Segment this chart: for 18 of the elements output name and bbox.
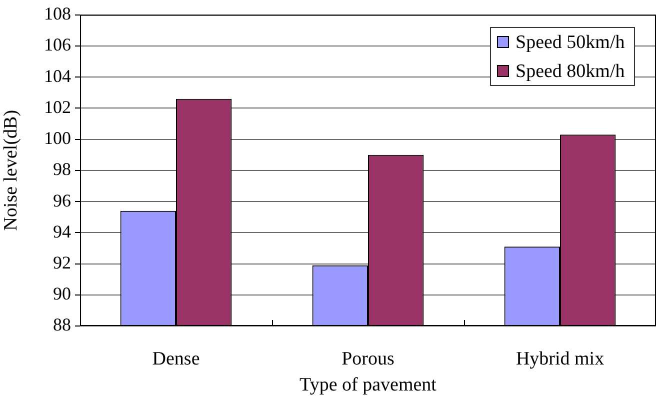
y-tick-label: 96	[53, 190, 71, 210]
x-tick-label: Hybrid mix	[516, 348, 605, 370]
legend-label: Speed 50km/h	[516, 32, 626, 53]
x-tick-label: Porous	[342, 348, 394, 370]
y-axis-title: Noise level(dB)	[0, 110, 22, 231]
legend-label: Speed 80km/h	[516, 60, 626, 82]
y-tick-label: 88	[53, 314, 71, 335]
y-tick-label: 106	[44, 34, 71, 55]
y-tick-label: 108	[44, 4, 71, 24]
y-tick-label: 90	[53, 284, 71, 304]
y-tick-label: 104	[44, 66, 71, 86]
x-axis-title: Type of pavement	[300, 374, 438, 396]
y-tick-label: 98	[53, 159, 71, 180]
y-tick-label: 94	[53, 221, 71, 242]
y-tick-label: 100	[44, 128, 71, 148]
y-tick-label: 92	[53, 252, 71, 272]
x-tick-label: Dense	[152, 348, 200, 370]
y-tick-label: 102	[44, 96, 71, 117]
